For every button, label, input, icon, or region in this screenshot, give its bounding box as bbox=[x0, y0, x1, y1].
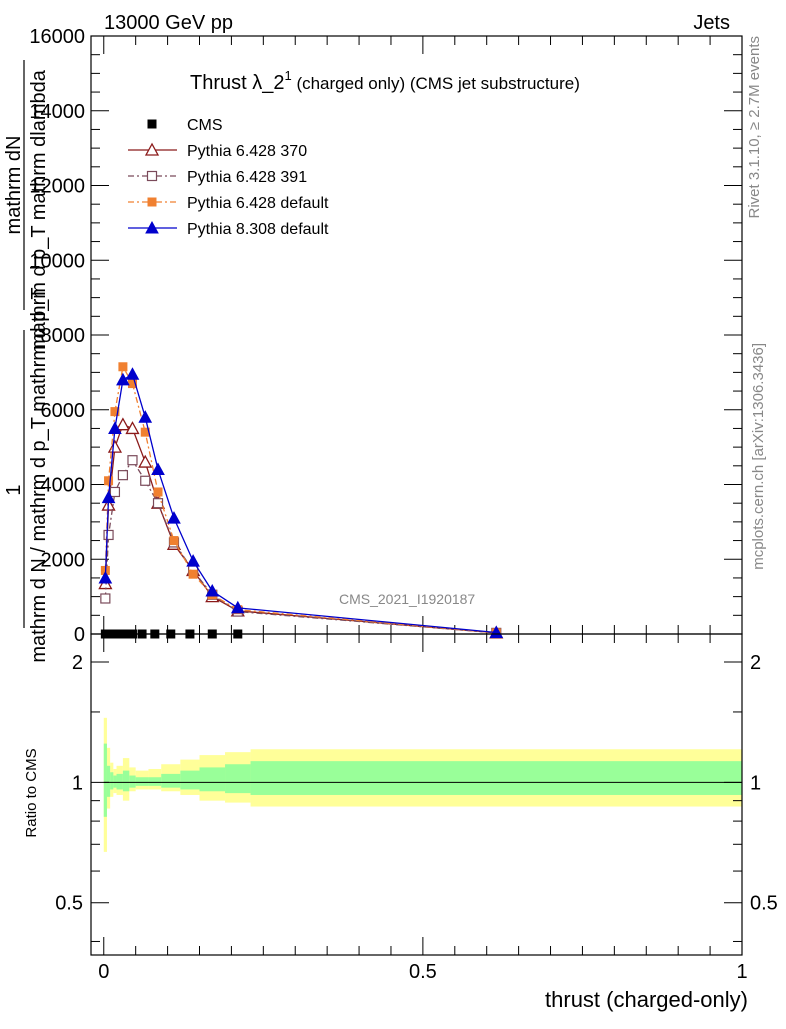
ratio-tick-label-right: 1 bbox=[750, 772, 761, 794]
upper-panel: 0 2000 4000 6000 8000 10000 12000 14000 16000 bbox=[29, 26, 743, 646]
upper-y-label: mathrm dN mathrm d p_T mathrm dlambda 1 … bbox=[3, 60, 50, 663]
ratio-band-inner bbox=[129, 775, 136, 788]
series-4-point bbox=[125, 367, 140, 380]
ratio-band-inner bbox=[148, 777, 162, 786]
y-tick-label: 2000 bbox=[41, 549, 86, 571]
series-4-point bbox=[186, 554, 200, 567]
series-3-point bbox=[169, 536, 179, 546]
series-4-point bbox=[489, 625, 504, 639]
chart-title-sup: 1 bbox=[284, 68, 291, 83]
ylabel-line-1: mathrm dN bbox=[3, 136, 25, 235]
series-4-point bbox=[138, 410, 153, 423]
series-1-point bbox=[115, 417, 131, 431]
series-4-point bbox=[98, 570, 113, 584]
y-tick-label: 4000 bbox=[41, 475, 86, 497]
series-2-point bbox=[117, 470, 129, 481]
ratio-band-inner bbox=[135, 777, 149, 786]
ratio-tick-label: 2 bbox=[72, 652, 83, 674]
ratio-band-inner bbox=[180, 770, 200, 790]
ratio-band-inner bbox=[122, 770, 130, 792]
legend-label: Pythia 6.428 391 bbox=[187, 169, 307, 186]
legend-label: CMS bbox=[187, 117, 223, 134]
series-1-point bbox=[138, 454, 153, 468]
y-tick-label: 12000 bbox=[29, 176, 85, 198]
series-2-point bbox=[152, 498, 164, 509]
legend-label: Pythia 6.428 370 bbox=[187, 143, 307, 160]
legend-label: Pythia 6.428 default bbox=[187, 195, 329, 212]
ratio-y-label: Ratio to CMS bbox=[23, 748, 40, 837]
legend-marker bbox=[147, 197, 157, 207]
ratio-tick-label-right: 2 bbox=[750, 652, 761, 674]
chart-title-main: Thrust λ_2 bbox=[190, 72, 284, 94]
series-4-point bbox=[108, 421, 122, 434]
ratio-band-inner bbox=[103, 743, 107, 817]
lower-panel: 0 0.5 1 0.5 0.5 1 1 2 2 bbox=[55, 633, 778, 983]
legend-marker bbox=[144, 142, 160, 156]
series-4-point bbox=[230, 600, 245, 614]
ratio-band-inner bbox=[199, 767, 226, 792]
y-tick-label: 8000 bbox=[41, 325, 86, 347]
y-tick-label: 10000 bbox=[29, 250, 85, 272]
series-1-point bbox=[125, 421, 140, 435]
series-2-line bbox=[104, 458, 497, 634]
legend-marker bbox=[146, 170, 158, 182]
ratio-band-inner bbox=[113, 775, 117, 788]
series-2-point bbox=[127, 455, 138, 466]
ratio-band-inner bbox=[250, 761, 742, 795]
ratio-band-inner bbox=[161, 773, 181, 788]
ratio-band-inner bbox=[110, 772, 114, 790]
lower-frame bbox=[90, 633, 743, 956]
series-4-point bbox=[101, 490, 116, 504]
series-2-point bbox=[100, 593, 111, 604]
x-tick-label: 1 bbox=[736, 961, 747, 983]
watermark-label: CMS_2021_I1920187 bbox=[339, 591, 475, 607]
legend: CMS Pythia 6.428 370 Pythia 6.428 391 Pythi… bbox=[128, 117, 329, 238]
mcplots-label: mcplots.cern.ch [arXiv:1306.3436] bbox=[750, 343, 767, 570]
series-4-point bbox=[151, 462, 165, 476]
series-3-point bbox=[118, 362, 128, 372]
series-3-point bbox=[188, 569, 198, 579]
energy-label: 13000 GeV pp bbox=[104, 12, 233, 34]
y-tick-label: 16000 bbox=[29, 26, 85, 48]
ratio-band-inner bbox=[116, 773, 123, 790]
category-label: Jets bbox=[693, 12, 730, 34]
ylabel-line-3: 1 bbox=[3, 484, 25, 495]
ratio-tick-label: 0.5 bbox=[55, 893, 83, 915]
ratio-tick-label-right: 0.5 bbox=[750, 893, 778, 915]
legend-label: Pythia 8.308 default bbox=[187, 221, 329, 238]
legend-marker bbox=[147, 119, 157, 129]
series-3-point bbox=[153, 487, 163, 497]
ratio-band-inner bbox=[225, 764, 251, 794]
series-3-point bbox=[110, 407, 120, 417]
ylabel-line-2: mathrm d p_T mathrm dlambda bbox=[28, 69, 50, 350]
x-tick-label: 0.5 bbox=[409, 961, 437, 983]
ratio-band-inner bbox=[106, 765, 111, 797]
y-tick-label: 14000 bbox=[29, 101, 85, 123]
x-tick-label: 0 bbox=[98, 961, 109, 983]
chart-title: Thrust λ_21 (charged only) (CMS jet subs… bbox=[190, 68, 580, 94]
ylabel-line-4: mathrm d N / mathrm d p_T mathrm d p_T bbox=[28, 287, 50, 662]
series-4-point bbox=[205, 583, 220, 597]
chart-title-sub: (charged only) (CMS jet substructure) bbox=[292, 74, 580, 93]
ratio-tick-label: 1 bbox=[72, 772, 83, 794]
rivet-label: Rivet 3.1.10, ≥ 2.7M events bbox=[746, 36, 763, 219]
y-tick-label: 6000 bbox=[41, 400, 86, 422]
series-3-point bbox=[104, 476, 114, 486]
series-2-point bbox=[140, 475, 151, 486]
series-2-point bbox=[109, 486, 121, 498]
series-2-point bbox=[103, 529, 114, 541]
legend-marker bbox=[145, 220, 159, 234]
series-4-point bbox=[167, 511, 181, 524]
y-tick-label: 0 bbox=[74, 624, 85, 646]
ratio-bands bbox=[103, 717, 742, 852]
series-1-point bbox=[107, 439, 123, 453]
x-axis-label: thrust (charged-only) bbox=[545, 987, 748, 1012]
